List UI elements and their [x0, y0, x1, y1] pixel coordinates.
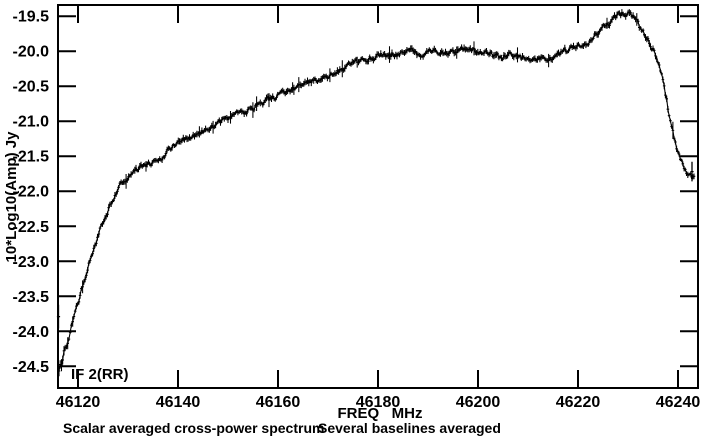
spectrum-line	[58, 11, 695, 372]
point-markers	[57, 11, 696, 372]
y-tick-label: -20.0	[13, 44, 50, 61]
x-tick-label: 46220	[556, 394, 601, 411]
data-series	[56, 9, 696, 377]
if-annotation: IF 2(RR)	[71, 366, 129, 383]
x-axis-title: FREQ MHz	[338, 405, 423, 422]
y-tick-label: -21.0	[13, 114, 50, 131]
plot-frame	[57, 4, 699, 389]
x-axis-tick-labels: 46120 46140 46160 46180 46200 46220 46240	[56, 394, 701, 411]
y-tick-label: -20.5	[13, 79, 50, 96]
y-axis-tick-labels: -19.5 -20.0 -20.5 -21.0 -21.5 -22.0 -22.5 -23.0…	[13, 9, 50, 376]
caption-baselines-averaged: Several baselines averaged	[318, 420, 501, 436]
caption-scalar-averaged: Scalar averaged cross-power spectrum	[63, 420, 324, 436]
y-tick-label: -22.0	[13, 184, 50, 201]
x-tick-label: 46200	[456, 394, 501, 411]
x-tick-label: 46140	[156, 394, 201, 411]
y-tick-label: -23.0	[13, 254, 50, 271]
y-tick-label: -23.5	[13, 289, 50, 306]
y-tick-label: -21.5	[13, 149, 50, 166]
x-tick-label: 46180	[356, 394, 401, 411]
y-tick-label: -24.0	[13, 324, 50, 341]
y-axis-title: 10*Log10(Amp) Jy	[3, 131, 20, 263]
large-error-bars	[56, 161, 694, 329]
y-tick-label: -19.5	[13, 9, 50, 26]
y-tick-label: -22.5	[13, 219, 50, 236]
error-bars	[58, 9, 695, 377]
y-tick-label: -24.5	[13, 359, 50, 376]
axis-ticks	[58, 5, 698, 388]
x-tick-label: 46160	[256, 394, 301, 411]
x-tick-label: 46120	[56, 394, 101, 411]
x-tick-label: 46240	[656, 394, 701, 411]
